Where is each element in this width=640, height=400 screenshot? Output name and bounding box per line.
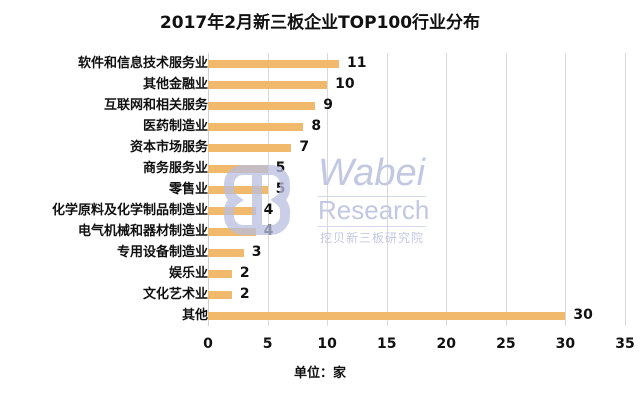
data-label: 3: [251, 244, 262, 260]
bar: [208, 312, 566, 320]
data-label: 7: [299, 139, 310, 155]
category-label: 其他金融业: [142, 77, 208, 92]
bar-row: 娱乐业 2: [0, 263, 640, 284]
bar: [208, 249, 244, 257]
category-label: 零售业: [168, 182, 208, 197]
x-tick-label: 15: [376, 336, 397, 352]
chart-title: 2017年2月新三板企业TOP100行业分布: [159, 13, 481, 33]
category-label: 文化艺术业: [142, 287, 208, 302]
gridline: [625, 53, 626, 326]
bar-row: 软件和信息技术服务业 11: [0, 53, 640, 74]
data-label: 2: [239, 286, 250, 302]
category-label: 化学原料及化学制品制造业: [51, 203, 208, 218]
x-tick-label: 10: [317, 336, 337, 352]
bar: [208, 123, 304, 131]
bar-row: 资本市场服务 7: [0, 137, 640, 158]
plot-area: 软件和信息技术服务业 11 其他金融业 10 互联网和相关服务 9 医药制造业 8 资本市场服务…: [52, 53, 626, 326]
data-label: 9: [323, 97, 333, 113]
x-tick-label: 30: [555, 336, 576, 352]
x-tick-label: 20: [436, 336, 457, 352]
category-label: 资本市场服务: [129, 140, 208, 155]
x-tick-label: 25: [496, 336, 516, 352]
gridline: [565, 53, 567, 326]
bar: [208, 102, 316, 110]
x-axis-label: 单位：家: [293, 366, 346, 381]
gridline: [446, 53, 448, 326]
bar-row: 互联网和相关服务 9: [0, 95, 640, 116]
x-tick-label: 0: [203, 336, 213, 352]
gridline: [505, 53, 507, 326]
bar: [208, 60, 340, 68]
bar: [208, 228, 256, 236]
category-label: 商务服务业: [142, 161, 208, 176]
data-label: 2: [239, 265, 250, 281]
data-label: 4: [263, 223, 274, 239]
bar-row: 零售业 5: [0, 179, 640, 200]
bar-row: 其他金融业 10: [0, 74, 640, 95]
gridline: [327, 53, 329, 326]
bar: [208, 186, 268, 194]
category-label: 软件和信息技术服务业: [77, 56, 208, 71]
bar-row: 专用设备制造业 3: [0, 242, 640, 263]
bar-row: 文化艺术业 2: [0, 284, 640, 305]
category-label: 专用设备制造业: [116, 245, 208, 260]
bar-row: 其他 30: [0, 305, 640, 326]
bar-row: 电气机械和器材制造业 4: [0, 221, 640, 242]
data-label: 5: [275, 181, 286, 197]
bar: [208, 165, 268, 173]
data-label: 8: [311, 118, 322, 134]
category-label: 其他: [181, 308, 208, 323]
x-tick-label: 35: [615, 336, 635, 352]
bar-row: 医药制造业 8: [0, 116, 640, 137]
category-label: 娱乐业: [168, 266, 208, 281]
bar-row: 化学原料及化学制品制造业 4: [0, 200, 640, 221]
bar: [208, 81, 328, 89]
data-label: 30: [573, 307, 593, 323]
gridline: [386, 53, 388, 326]
data-label: 4: [263, 202, 274, 218]
data-label: 5: [275, 160, 286, 176]
category-label: 医药制造业: [142, 119, 208, 134]
x-tick-label: 5: [262, 336, 273, 352]
bar: [208, 207, 256, 215]
data-label: 10: [335, 76, 355, 92]
bar: [208, 291, 232, 299]
data-label: 11: [347, 55, 367, 71]
bar-row: 商务服务业 5: [0, 158, 640, 179]
category-label: 互联网和相关服务: [103, 98, 208, 113]
bar: [208, 270, 232, 278]
bar: [208, 144, 292, 152]
category-label: 电气机械和器材制造业: [77, 224, 208, 239]
